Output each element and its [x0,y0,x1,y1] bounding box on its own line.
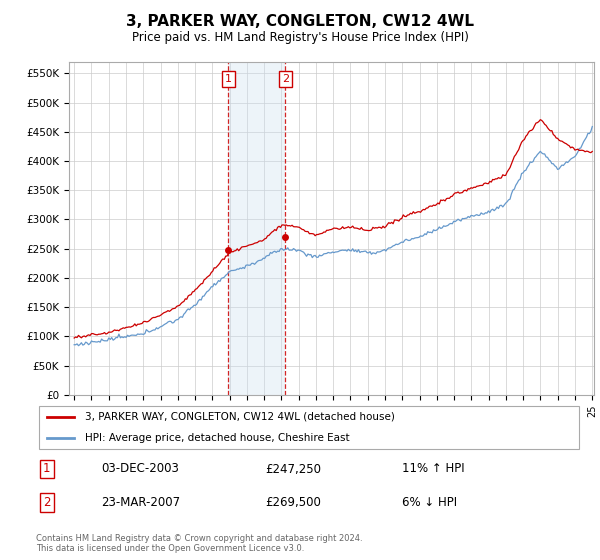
Text: Price paid vs. HM Land Registry's House Price Index (HPI): Price paid vs. HM Land Registry's House … [131,31,469,44]
Bar [228,62,286,395]
Text: 03-DEC-2003: 03-DEC-2003 [101,463,179,475]
Text: 1: 1 [225,74,232,84]
Text: £269,500: £269,500 [265,496,321,509]
Text: HPI: Average price, detached house, Cheshire East: HPI: Average price, detached house, Ches… [85,433,350,444]
Text: 3, PARKER WAY, CONGLETON, CW12 4WL: 3, PARKER WAY, CONGLETON, CW12 4WL [126,14,474,29]
Text: 11% ↑ HPI: 11% ↑ HPI [402,463,464,475]
Text: 6% ↓ HPI: 6% ↓ HPI [402,496,457,509]
FancyBboxPatch shape [39,406,579,449]
Text: Contains HM Land Registry data © Crown copyright and database right 2024.
This d: Contains HM Land Registry data © Crown c… [36,534,362,553]
Text: 23-MAR-2007: 23-MAR-2007 [101,496,181,509]
Text: 3, PARKER WAY, CONGLETON, CW12 4WL (detached house): 3, PARKER WAY, CONGLETON, CW12 4WL (deta… [85,412,395,422]
Text: 1: 1 [43,463,50,475]
Text: 2: 2 [43,496,50,509]
Text: £247,250: £247,250 [265,463,322,475]
Text: 2: 2 [282,74,289,84]
